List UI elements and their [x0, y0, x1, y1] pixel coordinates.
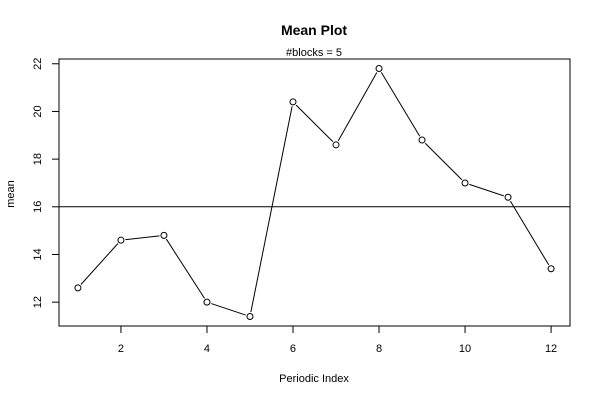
- series-segment: [165, 238, 205, 299]
- series-segment: [469, 183, 504, 197]
- series-segment: [295, 104, 334, 142]
- y-tick-label: 12: [32, 296, 44, 308]
- x-axis-label: Periodic Index: [279, 373, 349, 385]
- data-point: [203, 298, 211, 306]
- plot-frame: [58, 58, 571, 327]
- y-tick-label: 16: [32, 201, 44, 213]
- data-point: [246, 312, 254, 320]
- data-point: [504, 193, 512, 201]
- y-tick-label: 18: [32, 153, 44, 165]
- series-segment: [250, 106, 293, 313]
- y-tick-label: 14: [32, 248, 44, 260]
- series-segment: [80, 243, 119, 285]
- series-segment: [509, 200, 550, 266]
- series-segment: [424, 142, 463, 181]
- data-point: [332, 141, 340, 149]
- data-point: [461, 179, 469, 187]
- series-segment: [380, 72, 421, 137]
- y-tick-label: 22: [32, 58, 44, 70]
- x-tick-label: 4: [204, 343, 210, 355]
- data-point: [547, 265, 555, 273]
- data-point: [117, 236, 125, 244]
- data-point: [74, 284, 82, 292]
- data-point: [160, 231, 168, 239]
- x-tick-label: 2: [118, 343, 124, 355]
- x-tick-label: 12: [545, 343, 557, 355]
- series-mean: [74, 65, 555, 320]
- data-point: [289, 98, 297, 106]
- series-segment: [125, 235, 160, 241]
- chart-subtitle: #blocks = 5: [286, 47, 342, 59]
- data-point: [375, 65, 383, 73]
- y-axis: 12 14 16 18 20 22: [32, 58, 59, 308]
- series-segment: [337, 72, 378, 142]
- x-tick-label: 6: [290, 343, 296, 355]
- chart-title: Mean Plot: [281, 22, 347, 38]
- x-tick-label: 8: [376, 343, 382, 355]
- x-tick-label: 10: [459, 343, 471, 355]
- series-segment: [211, 303, 246, 316]
- y-tick-label: 20: [32, 105, 44, 117]
- y-axis-label: mean: [5, 180, 17, 208]
- x-axis: 2 4 6 8 10 12: [118, 326, 557, 355]
- data-point: [418, 136, 426, 144]
